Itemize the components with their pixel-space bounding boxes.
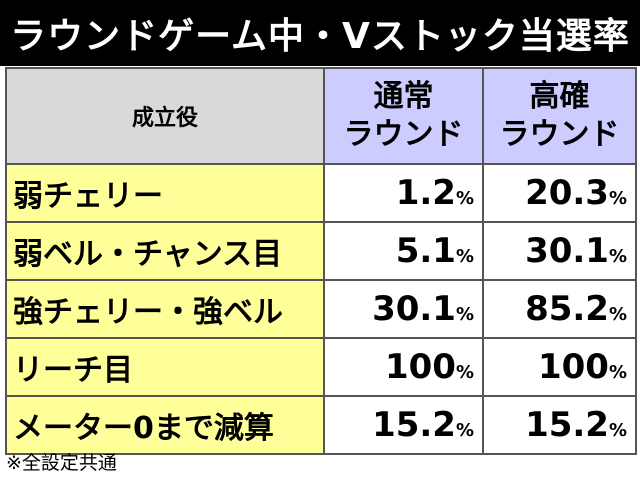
high-rate: 15.2% — [482, 395, 637, 455]
footnote: ※全設定共通 — [6, 452, 117, 474]
table-header-row: 成立役 通常 ラウンド 高確 ラウンド — [5, 67, 637, 165]
percent-sign: % — [608, 188, 627, 209]
percent-sign: % — [455, 420, 474, 441]
normal-rate: 100% — [323, 337, 484, 397]
percent-sign: % — [608, 362, 627, 383]
normal-rate-value: 1.2 — [395, 173, 456, 213]
percent-sign: % — [455, 362, 474, 383]
percent-sign: % — [455, 246, 474, 267]
high-rate: 100% — [482, 337, 637, 397]
percent-sign: % — [608, 246, 627, 267]
header-high-line2: ラウンド — [499, 117, 620, 152]
header-normal-line2: ラウンド — [343, 117, 464, 152]
normal-rate: 5.1% — [323, 221, 484, 281]
high-rate-value: 100 — [537, 347, 609, 387]
high-rate-value: 20.3 — [525, 173, 609, 213]
role-label: 弱チェリー — [5, 163, 325, 223]
high-rate: 85.2% — [482, 279, 637, 339]
table-row: 弱ベル・チャンス目 5.1% 30.1% — [5, 221, 637, 281]
normal-rate-value: 15.2 — [372, 405, 456, 445]
percent-sign: % — [608, 304, 627, 325]
normal-rate-value: 5.1 — [395, 231, 456, 271]
high-rate: 20.3% — [482, 163, 637, 223]
role-label: メーター0まで減算 — [5, 395, 325, 455]
high-rate-value: 85.2 — [525, 289, 609, 329]
header-normal-round: 通常 ラウンド — [323, 67, 484, 165]
high-rate-value: 30.1 — [525, 231, 609, 271]
role-label: 強チェリー・強ベル — [5, 279, 325, 339]
header-role: 成立役 — [5, 67, 325, 165]
table-row: リーチ目 100% 100% — [5, 337, 637, 397]
percent-sign: % — [455, 304, 474, 325]
normal-rate: 15.2% — [323, 395, 484, 455]
table-row: 強チェリー・強ベル 30.1% 85.2% — [5, 279, 637, 339]
header-high-round: 高確 ラウンド — [482, 67, 637, 165]
table-row: 弱チェリー 1.2% 20.3% — [5, 163, 637, 223]
normal-rate-value: 100 — [384, 347, 456, 387]
normal-rate-value: 30.1 — [372, 289, 456, 329]
normal-rate: 1.2% — [323, 163, 484, 223]
role-label: リーチ目 — [5, 337, 325, 397]
table-row: メーター0まで減算 15.2% 15.2% — [5, 395, 637, 455]
percent-sign: % — [608, 420, 627, 441]
header-high-line1: 高確 — [529, 79, 590, 114]
high-rate-value: 15.2 — [525, 405, 609, 445]
percent-sign: % — [455, 188, 474, 209]
stock-rate-table: 成立役 通常 ラウンド 高確 ラウンド 弱チェリー 1.2% 20.3% 弱ベル… — [5, 67, 637, 455]
header-normal-line1: 通常 — [373, 79, 434, 114]
role-label: 弱ベル・チャンス目 — [5, 221, 325, 281]
page-title: ラウンドゲーム中・Vストック当選率 — [0, 0, 640, 66]
normal-rate: 30.1% — [323, 279, 484, 339]
high-rate: 30.1% — [482, 221, 637, 281]
